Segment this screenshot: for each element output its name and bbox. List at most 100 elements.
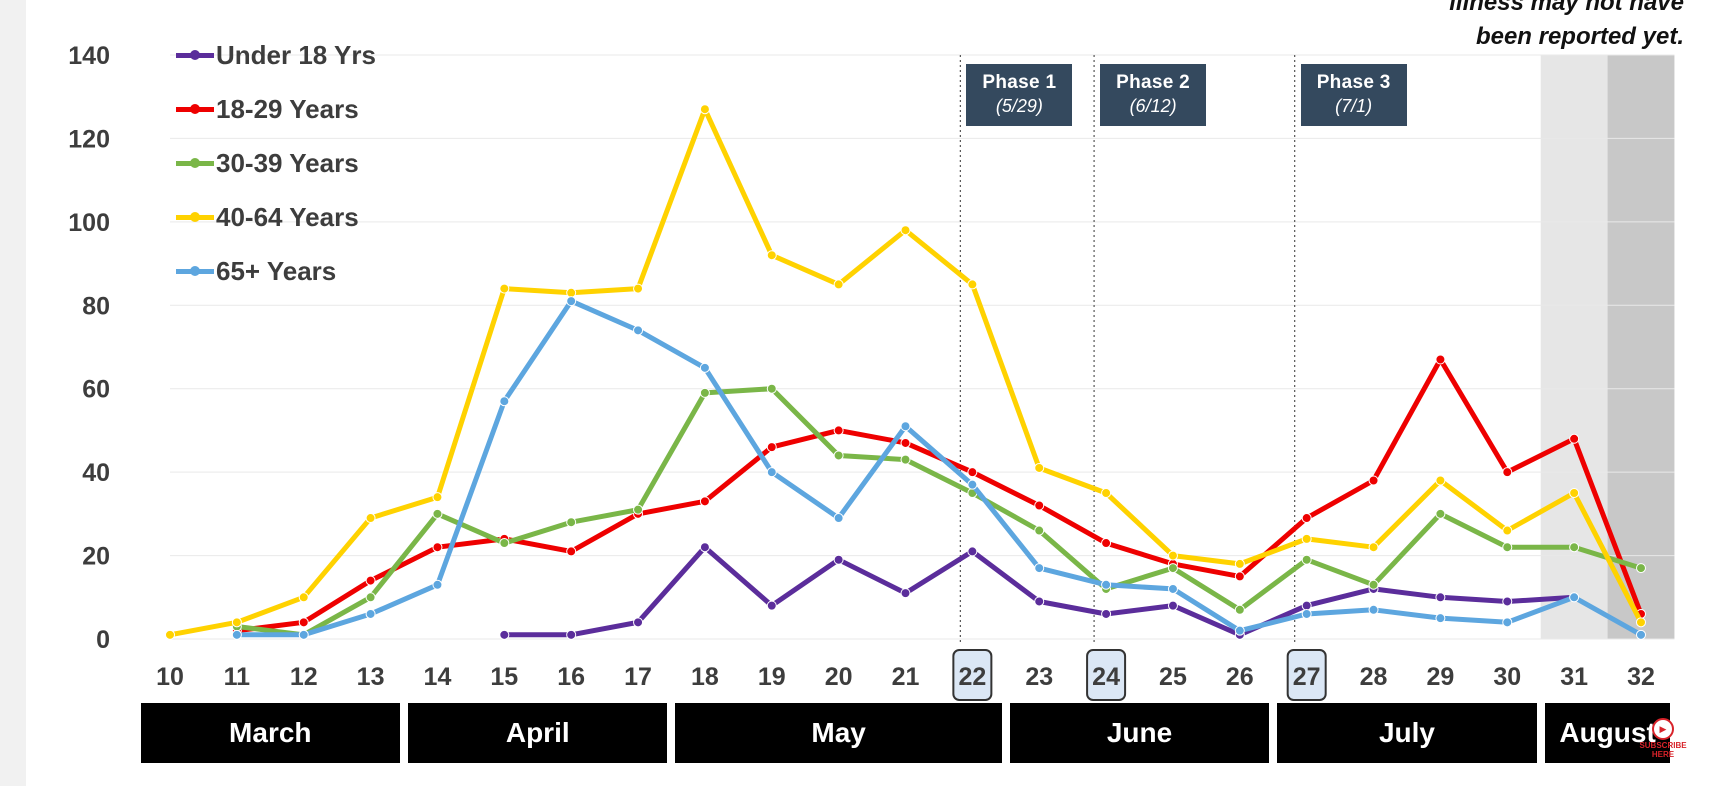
- series-point: [1435, 475, 1446, 486]
- legend-item-18-29: 18-29 Years: [176, 82, 376, 136]
- series-point: [1167, 583, 1178, 594]
- x-tick-label: 13: [357, 663, 385, 691]
- series-point: [1101, 579, 1112, 590]
- series-point: [1234, 558, 1245, 569]
- x-tick-label: 31: [1560, 663, 1588, 691]
- series-point: [900, 225, 911, 236]
- x-tick-label: 28: [1360, 663, 1388, 691]
- y-tick-label: 140: [68, 42, 110, 70]
- series-point: [766, 250, 777, 261]
- series-point: [365, 513, 376, 524]
- series-point: [699, 362, 710, 373]
- series-point: [1368, 604, 1379, 615]
- series-point: [1301, 600, 1312, 611]
- series-point: [900, 437, 911, 448]
- series-point: [165, 629, 175, 640]
- phase-title: Phase 2: [1116, 72, 1191, 93]
- legend-label: 65+ Years: [216, 255, 337, 286]
- legend-swatch: [176, 265, 214, 276]
- y-tick-label: 60: [82, 376, 110, 404]
- series-point: [566, 629, 577, 640]
- series-point: [766, 600, 777, 611]
- legend-label: 30-39 Years: [216, 147, 359, 178]
- x-tick-label: 10: [156, 663, 184, 691]
- series-point: [1034, 563, 1045, 574]
- x-tick-label: 22: [958, 663, 986, 691]
- x-tick-label: 20: [825, 663, 853, 691]
- series-point: [900, 588, 911, 599]
- legend-label: 40-64 Years: [216, 201, 359, 232]
- x-tick-label: 25: [1159, 663, 1187, 691]
- series-point: [1301, 554, 1312, 565]
- series-point: [1034, 500, 1045, 511]
- series-point: [900, 454, 911, 465]
- series-line-5: [234, 298, 1644, 638]
- series-point: [633, 504, 644, 515]
- phase-date: (7/1): [1335, 96, 1373, 116]
- y-tick-label: 80: [82, 292, 110, 320]
- series-point: [1101, 488, 1112, 498]
- legend-item-40-64: 40-64 Years: [176, 190, 376, 244]
- series-point: [766, 442, 777, 453]
- series-point: [499, 629, 510, 640]
- series-point: [1167, 600, 1178, 611]
- series-point: [633, 283, 644, 294]
- legend-swatch: [176, 49, 214, 60]
- series-point: [699, 387, 710, 398]
- series-point: [900, 421, 911, 432]
- series-point: [967, 279, 978, 290]
- series-point: [833, 450, 844, 461]
- series-point: [967, 546, 978, 557]
- x-tick-label: 18: [691, 663, 719, 691]
- legend-swatch: [176, 157, 214, 168]
- x-tick-highlight: [1086, 649, 1127, 701]
- series-point: [1167, 563, 1178, 574]
- phase-1-box: Phase 1 (5/29): [966, 64, 1073, 126]
- series-point: [1368, 579, 1379, 590]
- phase-date: (6/12): [1129, 96, 1177, 116]
- series-point: [699, 542, 710, 553]
- series-line-3: [234, 386, 1644, 638]
- note-line-1: illness may not have: [1449, 0, 1684, 16]
- series-point: [699, 104, 710, 115]
- top-note: illness may not have been reported yet.: [1449, 0, 1684, 54]
- series-point: [833, 513, 844, 524]
- series-point: [1502, 617, 1513, 628]
- phase-title: Phase 3: [1316, 72, 1391, 93]
- series-point: [1502, 467, 1513, 478]
- y-tick-label: 0: [96, 626, 110, 654]
- phase-date: (5/29): [995, 96, 1043, 116]
- series-point: [633, 617, 644, 628]
- series-point: [967, 467, 978, 478]
- phase-2-box: Phase 2 (6/12): [1100, 64, 1207, 126]
- month-bar-may: May: [675, 703, 1002, 763]
- series-point: [766, 467, 777, 478]
- legend-swatch: [176, 103, 214, 114]
- y-tick-label: 100: [68, 209, 110, 237]
- legend-item-under-18: Under 18 Yrs: [176, 28, 376, 82]
- month-bar-april: April: [408, 703, 668, 763]
- series-point: [1368, 475, 1379, 486]
- x-tick-label: 24: [1092, 663, 1120, 691]
- shade-week-32: [1607, 55, 1675, 639]
- subscribe-watermark[interactable]: ▶ SUBSCRIBE HERE: [1632, 718, 1694, 759]
- x-tick-label: 30: [1493, 663, 1521, 691]
- series-lines: [165, 104, 1646, 640]
- x-tick-label: 14: [424, 663, 452, 691]
- x-tick-label: 19: [758, 663, 786, 691]
- note-line-2: been reported yet.: [1475, 23, 1684, 50]
- y-tick-label: 20: [82, 543, 110, 571]
- phase-3-box: Phase 3 (7/1): [1300, 64, 1407, 126]
- series-point: [499, 396, 510, 407]
- series-point: [833, 279, 844, 290]
- series-point: [1435, 354, 1446, 365]
- series-point: [566, 287, 577, 298]
- x-tick-label: 32: [1627, 663, 1655, 691]
- series-point: [766, 383, 777, 394]
- series-point: [1101, 608, 1112, 619]
- series-point: [1034, 462, 1045, 473]
- x-tick-label: 16: [557, 663, 585, 691]
- month-bar-august: August: [1544, 703, 1671, 763]
- series-point: [1435, 592, 1446, 603]
